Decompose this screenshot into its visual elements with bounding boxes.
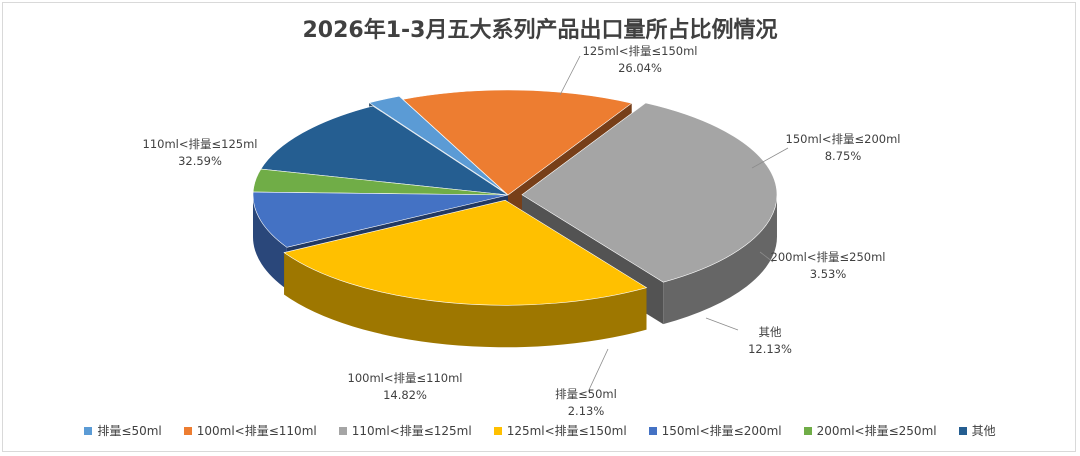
slice-percent: 12.13% bbox=[748, 342, 792, 356]
legend-swatch bbox=[183, 426, 192, 435]
slice-percent: 8.75% bbox=[825, 149, 862, 163]
legend-swatch bbox=[84, 426, 93, 435]
chart-title: 2026年1-3月五大系列产品出口量所占比例情况 bbox=[302, 18, 778, 43]
slice-label: 排量≤50ml bbox=[555, 387, 617, 401]
leader-line bbox=[705, 317, 739, 331]
slice-percent: 3.53% bbox=[810, 267, 847, 281]
slice-percent: 26.04% bbox=[618, 61, 662, 75]
chart-legend: 排量≤50ml 100ml<排量≤110ml 110ml<排量≤125ml 125ml… bbox=[0, 422, 1080, 439]
pie-slice bbox=[283, 199, 648, 348]
leader-line bbox=[751, 147, 789, 169]
legend-swatch bbox=[338, 426, 347, 435]
legend-label: 200ml<排量≤250ml bbox=[816, 424, 937, 438]
legend-item: 排量≤50ml bbox=[84, 422, 162, 439]
pie-slice-top bbox=[402, 89, 633, 196]
slice-label: 其他 bbox=[759, 325, 782, 339]
legend-item: 110ml<排量≤125ml bbox=[338, 422, 472, 439]
legend-item: 150ml<排量≤200ml bbox=[648, 422, 782, 439]
leader-line bbox=[587, 348, 609, 393]
legend-item: 其他 bbox=[958, 422, 996, 439]
legend-swatch bbox=[493, 426, 502, 435]
legend-item: 125ml<排量≤150ml bbox=[493, 422, 627, 439]
slice-percent: 14.82% bbox=[383, 388, 427, 402]
legend-item: 100ml<排量≤110ml bbox=[183, 422, 317, 439]
legend-swatch bbox=[648, 426, 657, 435]
legend-label: 150ml<排量≤200ml bbox=[661, 424, 782, 438]
pie-slice-top bbox=[283, 199, 648, 306]
legend-label: 100ml<排量≤110ml bbox=[196, 424, 317, 438]
pie-slice-side bbox=[253, 195, 287, 290]
slice-label: 100ml<排量≤110ml bbox=[348, 371, 463, 385]
slice-label: 200ml<排量≤250ml bbox=[771, 250, 886, 264]
legend-label: 其他 bbox=[971, 424, 996, 438]
pie-slice-top bbox=[368, 95, 505, 193]
pie-slice-top bbox=[521, 102, 778, 283]
pie-slice-side bbox=[284, 252, 647, 348]
pie-slice-top bbox=[252, 191, 509, 248]
slice-percent: 2.13% bbox=[568, 404, 605, 418]
pie-slice-side bbox=[663, 194, 777, 325]
legend-swatch bbox=[803, 426, 812, 435]
slice-percent: 32.59% bbox=[178, 154, 222, 168]
legend-label: 110ml<排量≤125ml bbox=[351, 424, 472, 438]
legend-label: 排量≤50ml bbox=[97, 424, 162, 438]
leader-line bbox=[559, 55, 581, 96]
slice-label: 125ml<排量≤150ml bbox=[583, 44, 698, 58]
leader-line bbox=[759, 251, 774, 263]
slice-label: 150ml<排量≤200ml bbox=[786, 132, 901, 146]
legend-item: 200ml<排量≤250ml bbox=[803, 422, 937, 439]
pie-slice-top bbox=[260, 105, 509, 196]
legend-label: 125ml<排量≤150ml bbox=[506, 424, 627, 438]
legend-swatch bbox=[958, 426, 967, 435]
slice-label: 110ml<排量≤125ml bbox=[143, 137, 258, 151]
